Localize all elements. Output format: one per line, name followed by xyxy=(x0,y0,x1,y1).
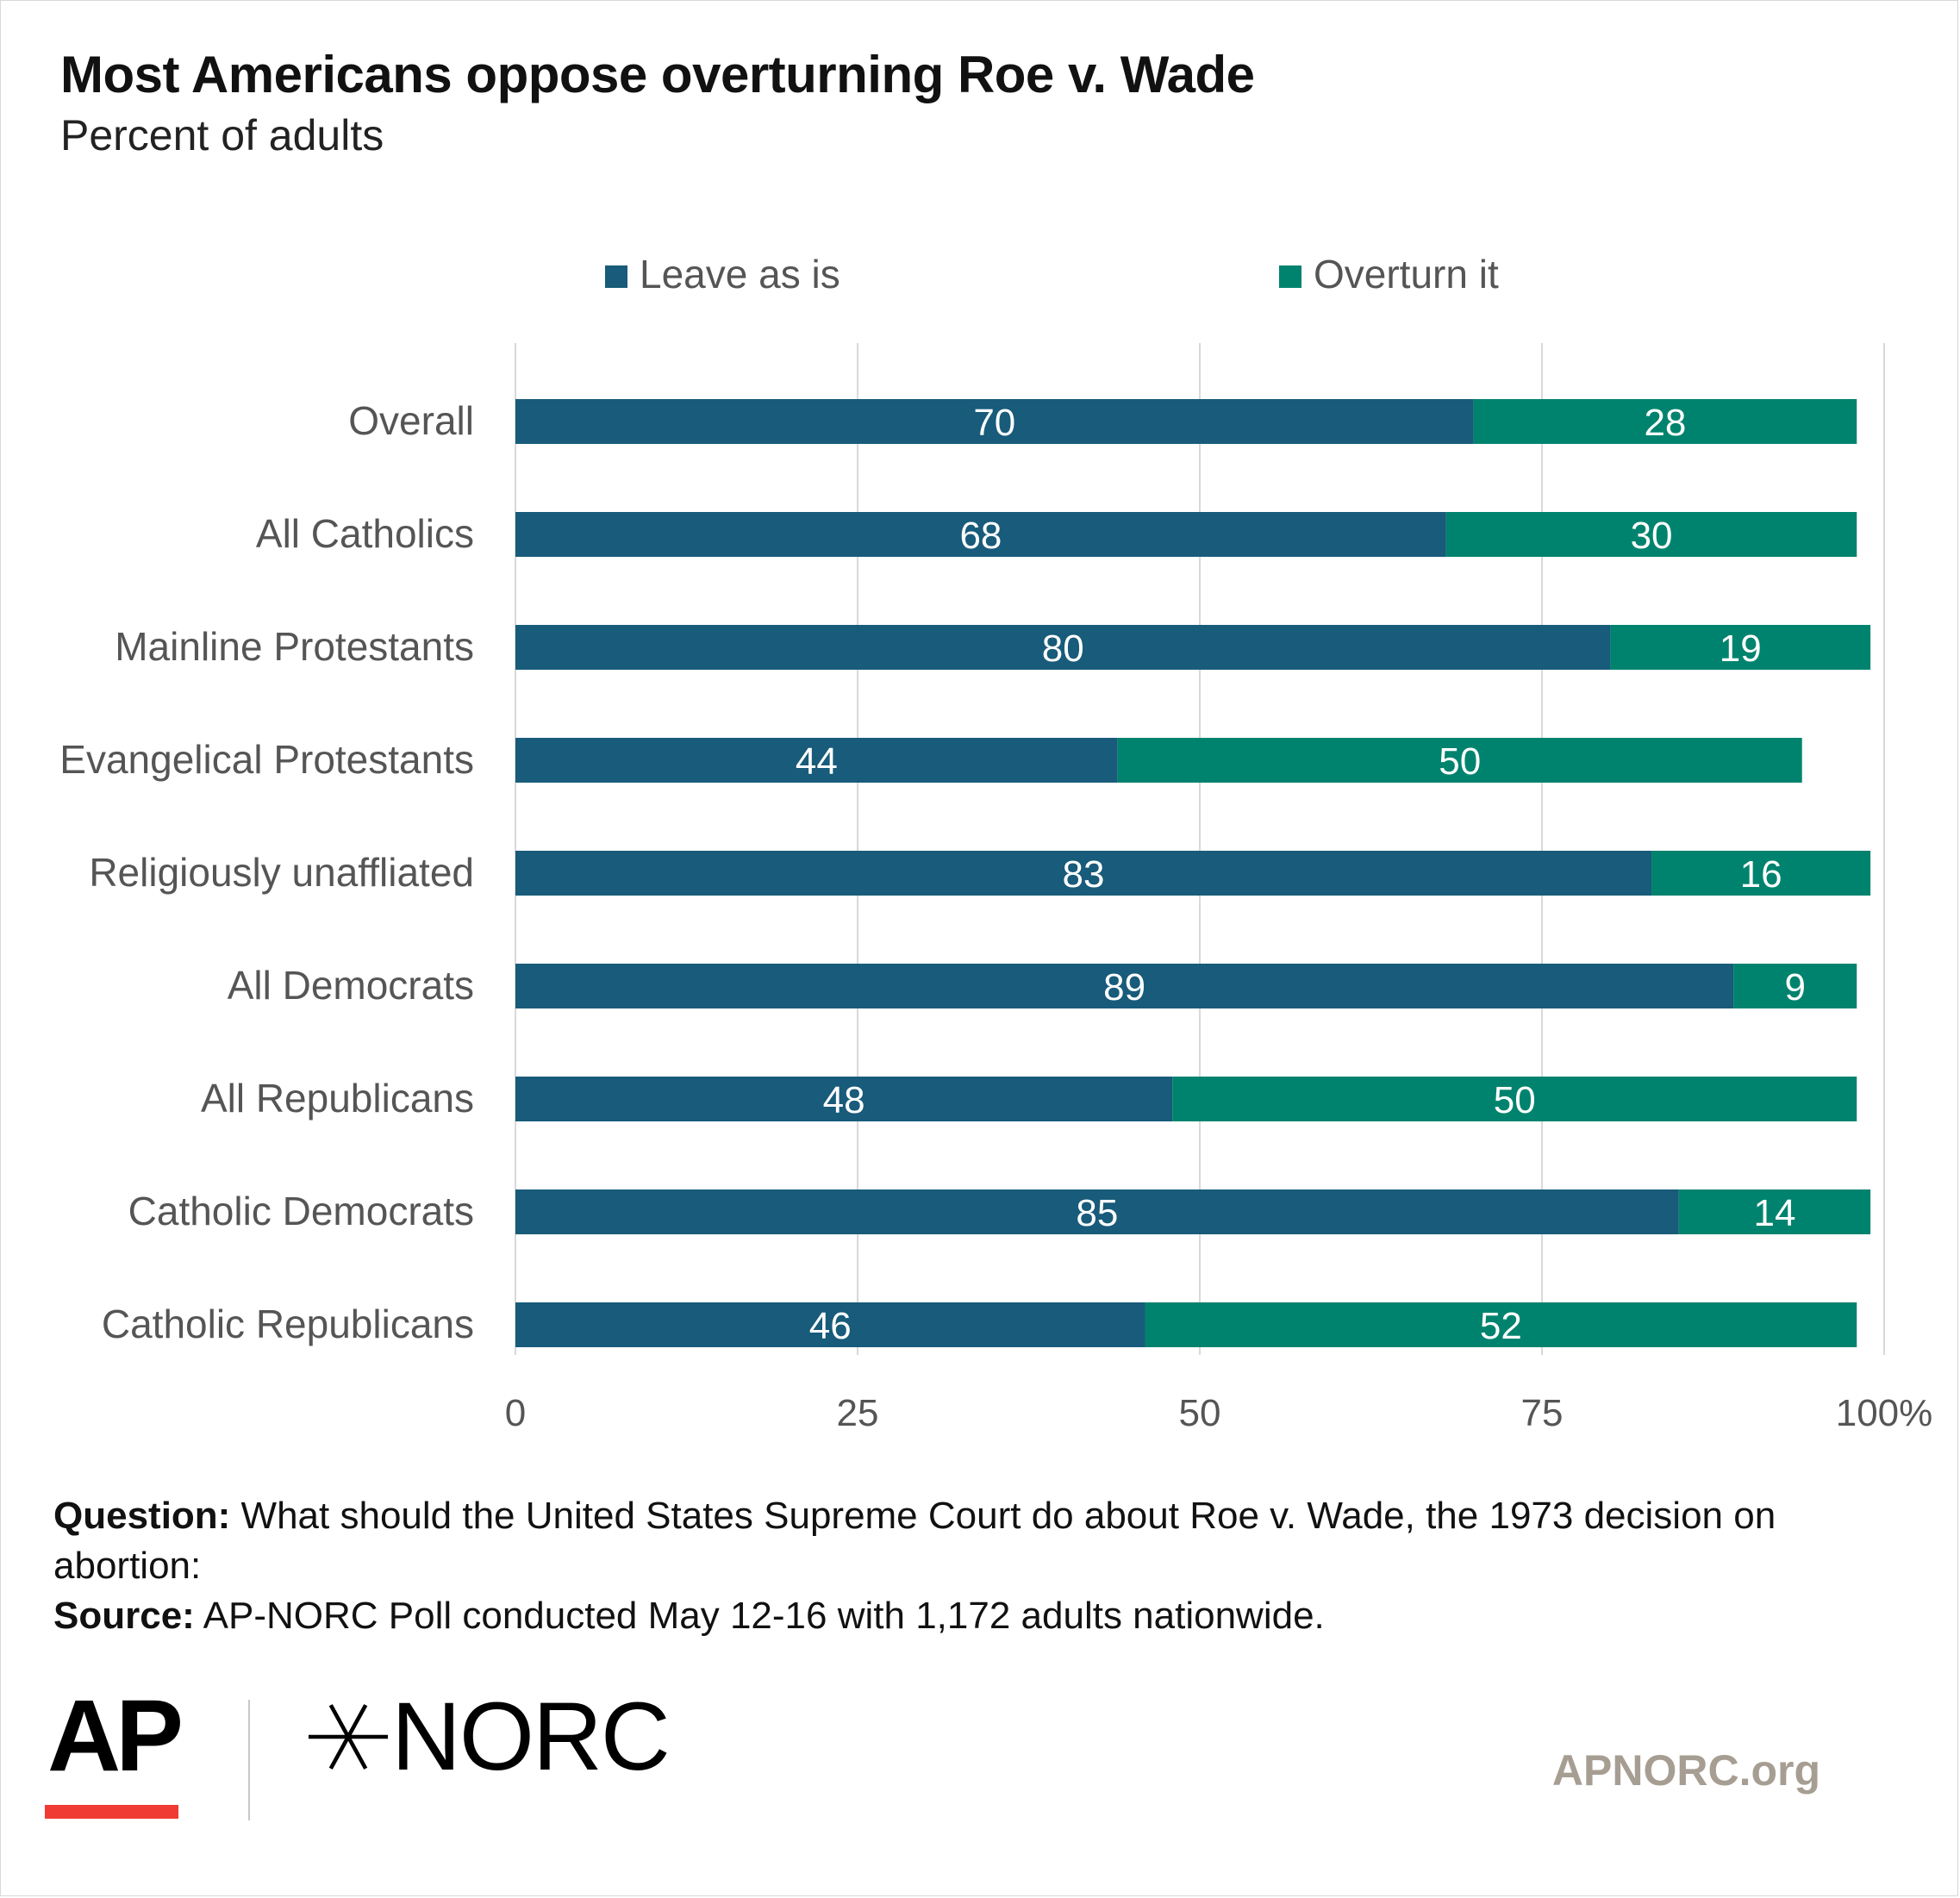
category-label: All Democrats xyxy=(228,963,474,1008)
category-label: Religiously unaffliated xyxy=(89,850,474,895)
data-label: 70 xyxy=(973,402,1015,444)
bar-segment xyxy=(1651,851,1871,896)
legend-item: Leave as is xyxy=(605,252,840,297)
bar-segment xyxy=(515,1077,1173,1121)
data-label: 85 xyxy=(1076,1192,1118,1234)
data-label: 50 xyxy=(1494,1079,1536,1121)
bar-segment xyxy=(515,1189,1679,1234)
stacked-bar-chart: Leave as is Overturn it 70 28 68 30 80 19 44 50 8… xyxy=(59,252,1933,1434)
ap-logo: AP xyxy=(47,1679,184,1793)
bar-segment xyxy=(515,964,1734,1008)
data-label: 52 xyxy=(1480,1305,1522,1347)
norc-logo: NORC xyxy=(309,1683,671,1790)
legend-label: Overturn it xyxy=(1314,252,1499,297)
logo-divider xyxy=(248,1700,250,1820)
x-tick-label: 25 xyxy=(837,1392,879,1434)
legend: Leave as is Overturn it xyxy=(605,252,1499,297)
data-label: 30 xyxy=(1631,515,1673,557)
legend-item: Overturn it xyxy=(1279,252,1499,297)
data-label: 83 xyxy=(1063,853,1105,896)
bar-segment xyxy=(1145,1302,1857,1347)
bar-segment xyxy=(1473,399,1857,444)
x-tick-label: 100% xyxy=(1836,1392,1933,1434)
data-label: 48 xyxy=(823,1079,865,1121)
x-tick-label: 0 xyxy=(505,1392,526,1434)
legend-label: Leave as is xyxy=(640,252,840,297)
category-label: Mainline Protestants xyxy=(115,624,474,669)
category-label: Evangelical Protestants xyxy=(59,737,474,782)
bar-segment xyxy=(1445,512,1857,557)
data-label: 46 xyxy=(809,1305,852,1347)
legend-swatch xyxy=(1279,265,1301,288)
bars: 70 28 68 30 80 19 44 50 83 16 89 9 48 50 85 14 46 52 xyxy=(515,399,1871,1347)
data-label: 80 xyxy=(1042,627,1084,670)
data-label: 89 xyxy=(1103,966,1145,1008)
x-axis-ticks: 0 25 50 75 100% xyxy=(505,1392,1933,1434)
bar-segment xyxy=(1678,1189,1871,1234)
data-label: 50 xyxy=(1439,740,1481,783)
data-label: 28 xyxy=(1644,402,1686,444)
bar-segment xyxy=(1733,964,1857,1008)
data-label: 14 xyxy=(1753,1192,1795,1234)
data-label: 9 xyxy=(1785,966,1806,1008)
source-label: Source: xyxy=(53,1595,195,1637)
bar-segment xyxy=(515,512,1446,557)
chart-notes: Question: What should the United States … xyxy=(53,1491,1907,1641)
bar-segment xyxy=(515,625,1611,670)
category-label: All Republicans xyxy=(201,1076,474,1121)
legend-swatch xyxy=(605,265,627,288)
bar-segment xyxy=(515,738,1118,783)
data-label: 19 xyxy=(1720,627,1762,670)
ap-logo-underline xyxy=(45,1805,178,1819)
category-label: All Catholics xyxy=(256,511,474,556)
category-label: Overall xyxy=(348,398,474,443)
bar-segment xyxy=(515,399,1474,444)
grid-lines xyxy=(515,343,1885,1355)
bar-segment xyxy=(1117,738,1802,783)
website-link[interactable]: APNORC.org xyxy=(1551,1746,1820,1795)
question-label: Question: xyxy=(53,1495,231,1537)
bar-segment xyxy=(1172,1077,1857,1121)
question-text: What should the United States Supreme Co… xyxy=(53,1495,1776,1587)
chart-subtitle: Percent of adults xyxy=(60,111,384,159)
data-label: 44 xyxy=(796,740,838,783)
source-note: Source: AP-NORC Poll conducted May 12-16… xyxy=(53,1591,1907,1641)
bar-segment xyxy=(515,851,1652,896)
category-label: Catholic Democrats xyxy=(128,1189,474,1233)
bar-segment xyxy=(515,1302,1145,1347)
category-labels: Overall All Catholics Mainline Protestants… xyxy=(59,398,474,1346)
x-tick-label: 50 xyxy=(1179,1392,1221,1434)
norc-star-icon xyxy=(309,1704,388,1770)
norc-logo-text: NORC xyxy=(391,1683,671,1790)
x-tick-label: 75 xyxy=(1521,1392,1564,1434)
bar-segment xyxy=(1610,625,1871,670)
data-label: 16 xyxy=(1740,853,1782,896)
data-label: 68 xyxy=(959,515,1002,557)
source-text: AP-NORC Poll conducted May 12-16 with 1,… xyxy=(194,1595,1325,1637)
question-note: Question: What should the United States … xyxy=(53,1491,1907,1591)
chart-title: Most Americans oppose overturning Roe v.… xyxy=(60,46,1255,103)
category-label: Catholic Republicans xyxy=(102,1302,474,1346)
